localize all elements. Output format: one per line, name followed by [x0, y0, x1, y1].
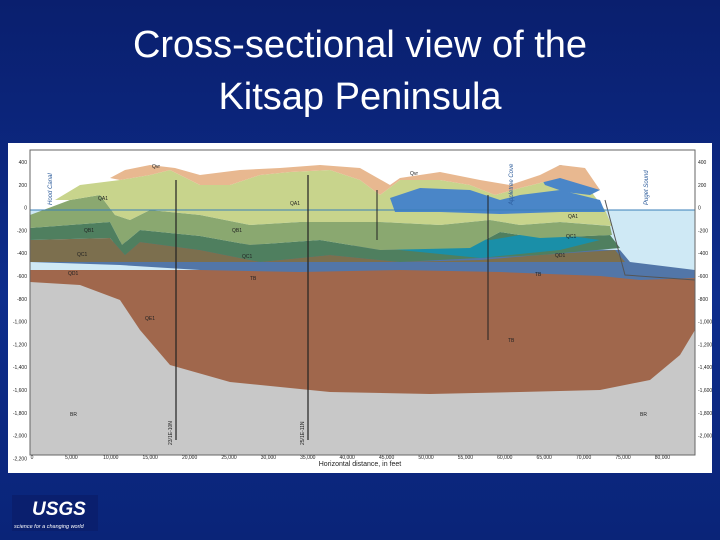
left-tick-label: -2,000 — [13, 434, 27, 440]
unit-label: QE1 — [145, 316, 155, 322]
left-tick-label: 0 — [24, 206, 27, 212]
right-tick-label: -800 — [698, 297, 708, 303]
x-tick-label: 15,000 — [143, 455, 159, 461]
seafloor — [604, 199, 696, 281]
unit-label: QA1 — [290, 201, 300, 207]
unit-label: QA1 — [568, 214, 578, 220]
x-tick-label: 20,000 — [182, 455, 198, 461]
x-tick-label: 70,000 — [576, 455, 592, 461]
right-tick-label: -600 — [698, 274, 708, 280]
left-tick-label: -1,200 — [13, 342, 27, 348]
well-label: 23/1E-10N — [168, 421, 174, 445]
left-tick-label: -200 — [17, 228, 27, 234]
unit-label: QC1 — [242, 254, 253, 260]
unit-label: QB1 — [232, 228, 242, 234]
unit-label: Qvr — [152, 164, 160, 170]
unit-label: TB — [535, 272, 542, 278]
x-tick-label: 0 — [31, 455, 34, 461]
unit-label: QC1 — [77, 252, 88, 258]
place-label: Hood Canal — [48, 173, 54, 205]
right-tick-label: 200 — [698, 183, 707, 189]
left-tick-label: -600 — [17, 274, 27, 280]
unit-label: Qvr — [410, 171, 418, 177]
unit-label: BR — [640, 412, 647, 418]
left-tick-label: -400 — [17, 251, 27, 257]
right-tick-label: -1,600 — [698, 388, 712, 394]
left-tick-label: 400 — [19, 160, 28, 166]
unit-layer — [30, 238, 625, 262]
x-tick-label: 35,000 — [300, 455, 316, 461]
frame — [29, 149, 696, 456]
title-line: Kitsap Peninsula — [218, 76, 502, 118]
unit-label: QC1 — [566, 234, 577, 240]
unit-label: QB1 — [84, 228, 94, 234]
right-tick-label: -1,000 — [698, 320, 712, 326]
x-tick-label: 65,000 — [537, 455, 553, 461]
x-tick-label: 50,000 — [418, 455, 434, 461]
right-tick-label: -1,800 — [698, 411, 712, 417]
x-tick-label: 10,000 — [103, 455, 119, 461]
unit-layer — [390, 188, 605, 214]
left-tick-label: -1,800 — [13, 411, 27, 417]
x-tick-label: 80,000 — [655, 455, 671, 461]
right-tick-label: -2,000 — [698, 434, 712, 440]
left-tick-label: -2,200 — [13, 456, 27, 462]
unit-label: BR — [70, 412, 77, 418]
logo-tagline: science for a changing world — [14, 524, 85, 530]
x-axis-label: Horizontal distance, in feet — [319, 461, 402, 468]
right-tick-label: -200 — [698, 228, 708, 234]
tertiary-unit — [30, 270, 695, 394]
left-tick-label: -1,000 — [13, 320, 27, 326]
left-tick-label: 200 — [19, 183, 28, 189]
well-label: 25/1E-11N — [300, 421, 306, 445]
logo-box — [12, 495, 98, 531]
surface-unit — [110, 165, 600, 195]
x-tick-label: 45,000 — [379, 455, 395, 461]
title-line: Cross-sectional view of the — [132, 24, 588, 66]
x-tick-label: 5,000 — [65, 455, 78, 461]
x-tick-label: 25,000 — [221, 455, 237, 461]
unit-label: QD1 — [68, 271, 79, 277]
unit-label: QA1 — [98, 196, 108, 202]
x-tick-label: 60,000 — [497, 455, 513, 461]
right-tick-label: -400 — [698, 251, 708, 257]
x-tick-label: 75,000 — [615, 455, 631, 461]
left-tick-label: -800 — [17, 297, 27, 303]
unit-layer — [30, 195, 612, 250]
left-tick-label: -1,400 — [13, 365, 27, 371]
right-tick-label: -1,400 — [698, 365, 712, 371]
place-label: Appletree Cove — [509, 163, 515, 206]
right-tick-label: 0 — [698, 206, 701, 212]
right-tick-label: 400 — [698, 160, 707, 166]
logo-name: USGS — [32, 499, 86, 520]
x-tick-label: 30,000 — [261, 455, 277, 461]
x-tick-label: 40,000 — [340, 455, 356, 461]
left-tick-label: -1,600 — [13, 388, 27, 394]
unit-label: TB — [508, 338, 515, 344]
unit-label: TB — [250, 276, 257, 282]
unit-label: QD1 — [555, 253, 566, 259]
right-tick-label: -1,200 — [698, 342, 712, 348]
x-tick-label: 55,000 — [458, 455, 474, 461]
place-label: Puget Sound — [644, 170, 650, 205]
